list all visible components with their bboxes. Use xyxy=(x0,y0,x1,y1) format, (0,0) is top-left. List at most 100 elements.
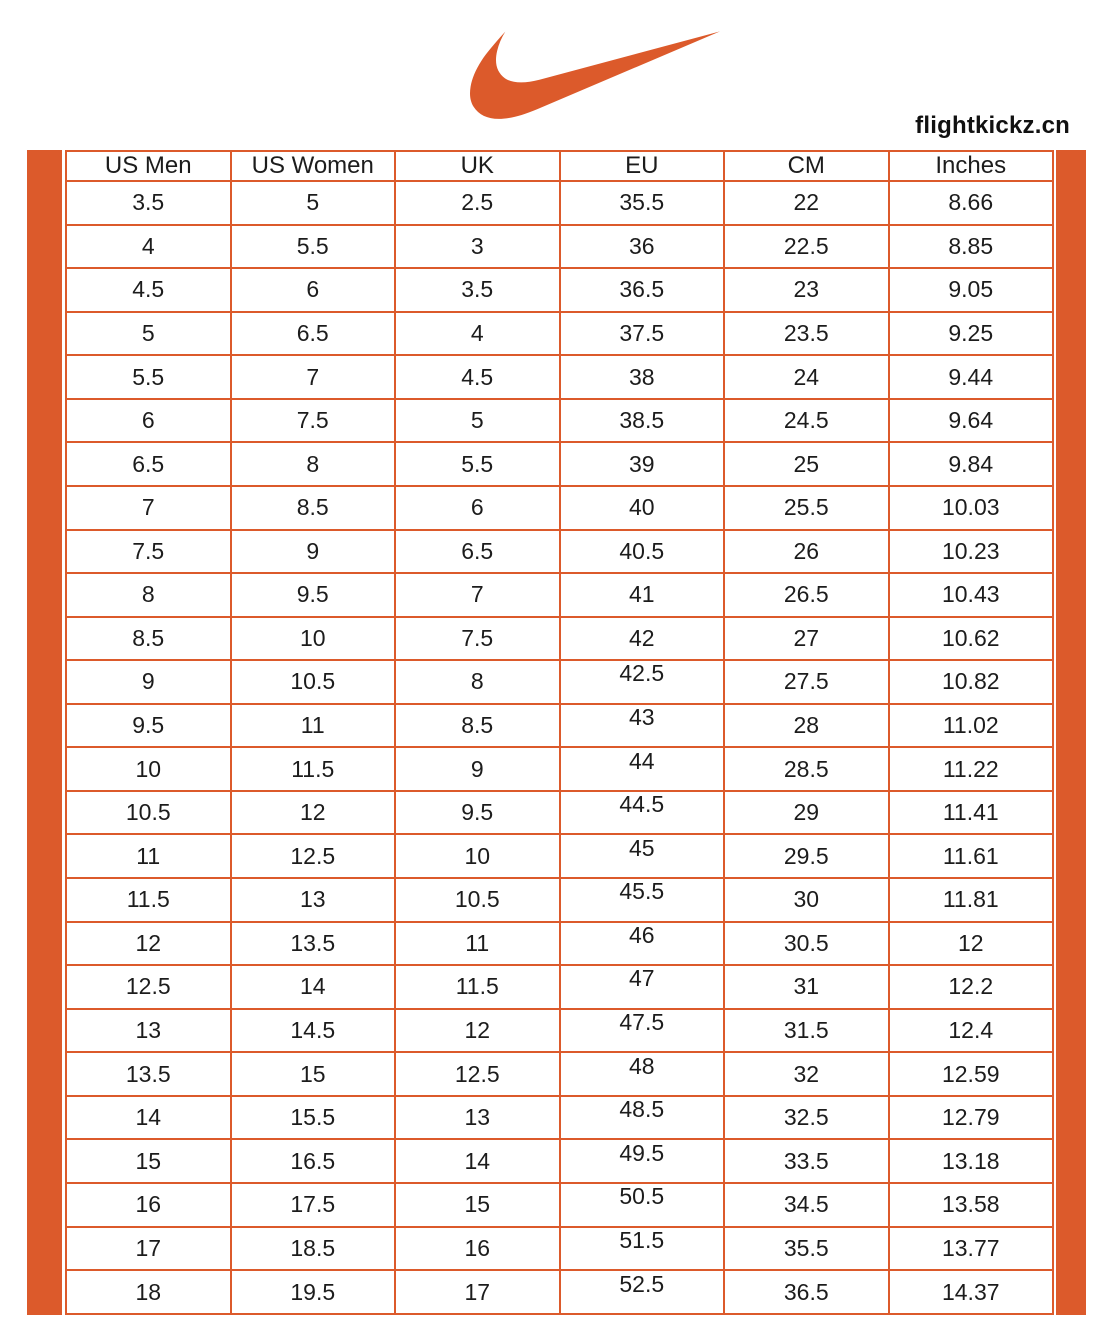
table-cell: 10 xyxy=(394,833,561,879)
cell-value: 10 xyxy=(299,624,326,651)
table-cell: 49.5 xyxy=(558,1138,725,1184)
table-cell: 5.5 xyxy=(229,223,396,270)
cell-value: 31.5 xyxy=(783,1016,829,1043)
table-cell: 31.5 xyxy=(723,1007,890,1054)
table-cell: 8.5 xyxy=(394,702,561,749)
table-cell: 8 xyxy=(65,572,232,618)
table-cell: 5 xyxy=(229,180,396,226)
table-row: 15 16.5 14 49.5 33.5 13.18 xyxy=(65,1138,1054,1184)
cell-value: 45.5 xyxy=(619,878,665,905)
table-row: 18 19.5 17 52.5 36.5 14.37 xyxy=(65,1269,1054,1315)
table-cell: 7 xyxy=(65,484,232,531)
table-cell: 12 xyxy=(394,1007,561,1054)
table-cell: 25.5 xyxy=(723,484,890,531)
table-cell: 50.5 xyxy=(558,1181,725,1228)
cell-value: 15 xyxy=(135,1147,162,1174)
cell-value: 4 xyxy=(141,232,155,259)
cell-value: 25.5 xyxy=(783,494,829,521)
cell-value: 27 xyxy=(793,624,820,651)
table-cell: 14.37 xyxy=(887,1269,1054,1315)
table-row: 11.5 13 10.5 45.5 30 11.81 xyxy=(65,877,1054,923)
table-cell: 6 xyxy=(65,397,232,444)
table-row: 7.5 9 6.5 40.5 26 10.23 xyxy=(65,528,1054,575)
cell-value: 13.5 xyxy=(125,1060,171,1087)
table-cell: 13.5 xyxy=(229,920,396,967)
table-cell: 27 xyxy=(723,615,890,662)
cell-value: 15 xyxy=(299,1060,326,1087)
table-cell: 15 xyxy=(394,1181,561,1228)
cell-value: 12.4 xyxy=(948,1016,994,1043)
cell-value: 11.41 xyxy=(942,799,999,826)
column-header: US Women xyxy=(229,150,396,182)
cell-value: 25 xyxy=(793,450,820,477)
table-cell: 8.85 xyxy=(887,223,1054,270)
cell-value: 11.5 xyxy=(455,973,499,1000)
column-header: US Men xyxy=(65,150,232,182)
cell-value: 43 xyxy=(628,704,655,731)
cell-value: 9.5 xyxy=(296,581,329,608)
cell-value: 38 xyxy=(628,363,655,390)
table-cell: 10 xyxy=(229,615,396,662)
cell-value: 9 xyxy=(141,668,155,695)
table-cell: 6.5 xyxy=(65,441,232,487)
cell-value: 10.23 xyxy=(941,537,1000,564)
cell-value: 39 xyxy=(628,450,655,477)
table-cell: 26.5 xyxy=(723,572,890,618)
cell-value: 10.82 xyxy=(941,668,1000,695)
table-cell: 2.5 xyxy=(394,180,561,226)
table-cell: 12.2 xyxy=(887,964,1054,1010)
table-cell: 3 xyxy=(394,223,561,270)
cell-value: 50.5 xyxy=(619,1183,665,1210)
cell-value: 10.62 xyxy=(941,624,1000,651)
table-cell: 4 xyxy=(65,223,232,270)
cell-value: 46 xyxy=(628,921,655,948)
cell-value: 47.5 xyxy=(619,1008,665,1035)
table-cell: 28 xyxy=(723,702,890,749)
column-header: CM xyxy=(723,150,890,182)
cell-value: 12 xyxy=(299,799,326,826)
table-cell: 3.5 xyxy=(65,180,232,226)
table-cell: 12.4 xyxy=(887,1007,1054,1054)
table-row: 8.5 10 7.5 42 27 10.62 xyxy=(65,615,1054,662)
table-cell: 8.5 xyxy=(229,484,396,531)
table-cell: 7.5 xyxy=(229,397,396,444)
table-cell: 15 xyxy=(65,1138,232,1184)
cell-value: 24.5 xyxy=(783,407,829,434)
cell-value: 8.5 xyxy=(461,712,494,739)
table-cell: 10 xyxy=(65,746,232,792)
cell-value: 28.5 xyxy=(783,755,829,782)
table-cell: 14 xyxy=(65,1094,232,1141)
cell-value: 6.5 xyxy=(132,450,165,477)
cell-value: 3.5 xyxy=(132,189,165,216)
cell-value: 5 xyxy=(470,407,484,434)
table-cell: 36.5 xyxy=(723,1269,890,1315)
table-cell: 13.58 xyxy=(887,1181,1054,1228)
cell-value: 10 xyxy=(464,842,491,869)
table-cell: 4.5 xyxy=(65,267,232,313)
cell-value: 28 xyxy=(793,712,820,739)
cell-value: 45 xyxy=(628,834,655,861)
cell-value: 15 xyxy=(464,1191,491,1218)
table-row: 11 12.5 10 45 29.5 11.61 xyxy=(65,833,1054,879)
cell-value: 12.5 xyxy=(125,973,171,1000)
cell-value: 17 xyxy=(135,1234,162,1261)
table-cell: 14 xyxy=(229,964,396,1010)
table-cell: 7 xyxy=(229,354,396,400)
cell-value: 48.5 xyxy=(619,1096,665,1123)
table-cell: 37.5 xyxy=(558,310,725,357)
cell-value: 7.5 xyxy=(296,407,329,434)
cell-value: 9 xyxy=(470,755,484,782)
cell-value: 30 xyxy=(793,886,820,913)
cell-value: 51.5 xyxy=(619,1226,665,1253)
table-row: 10.5 12 9.5 44.5 29 11.41 xyxy=(65,789,1054,836)
cell-value: 5.5 xyxy=(461,450,494,477)
table-cell: 24.5 xyxy=(723,397,890,444)
table-cell: 7.5 xyxy=(394,615,561,662)
cell-value: 4.5 xyxy=(132,276,165,303)
cell-value: 14 xyxy=(135,1104,162,1131)
cell-value: 42.5 xyxy=(619,660,665,687)
table-cell: 34.5 xyxy=(723,1181,890,1228)
table-header-row: US Men US Women UK EU CM Inches xyxy=(65,150,1054,182)
table-cell: 16 xyxy=(65,1181,232,1228)
table-cell: 10.43 xyxy=(887,572,1054,618)
